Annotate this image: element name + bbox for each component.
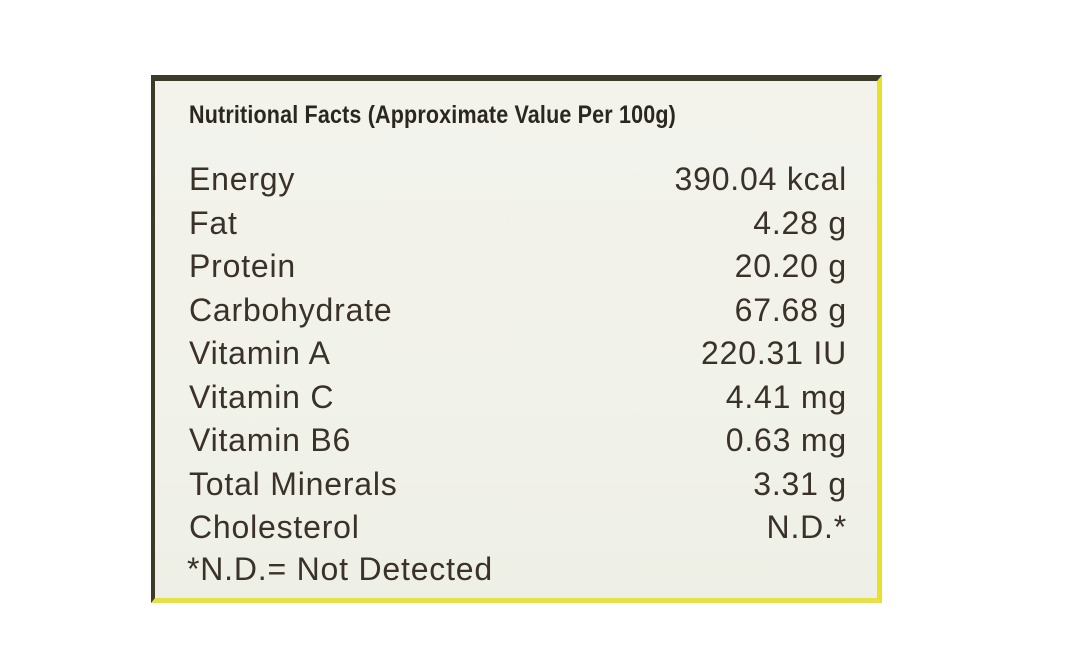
footnote: *N.D.= Not Detected — [187, 551, 493, 587]
nutrient-value: 0.63 mg — [725, 422, 847, 458]
nutrient-row: Vitamin A 220.31 IU — [189, 335, 847, 379]
nutrient-name: Vitamin B6 — [189, 422, 352, 458]
nutrient-row: Protein 20.20 g — [189, 248, 847, 292]
nutrient-name: Vitamin C — [189, 378, 335, 415]
nutrient-value: 4.41 mg — [725, 378, 847, 415]
nutrient-row: Carbohydrate 67.68 g — [189, 292, 847, 336]
nutrient-name: Protein — [189, 248, 296, 284]
nutrient-value: 20.20 g — [734, 248, 847, 284]
nutrient-row: Cholesterol N.D.* — [189, 509, 847, 553]
nutrient-name: Total Minerals — [189, 465, 398, 502]
nutrient-row: Total Minerals 3.31 g — [189, 466, 847, 510]
nutrient-row: Vitamin B6 0.63 mg — [189, 422, 847, 466]
nutrient-value: 4.28 g — [753, 204, 847, 241]
nutrient-name: Vitamin A — [189, 335, 331, 371]
nutrient-value: 390.04 kcal — [674, 161, 847, 197]
nutrient-value: N.D.* — [766, 509, 847, 545]
nutrient-value: 67.68 g — [734, 291, 847, 328]
nutrient-name: Cholesterol — [189, 509, 360, 545]
nutrient-value: 220.31 IU — [701, 335, 847, 371]
nutrient-row: Fat 4.28 g — [189, 205, 847, 249]
nutrition-label: Nutritional Facts (Approximate Value Per… — [151, 75, 882, 603]
nutrient-name: Carbohydrate — [189, 291, 393, 328]
label-title: Nutritional Facts (Approximate Value Per… — [189, 101, 677, 129]
nutrient-name: Energy — [189, 161, 296, 197]
nutrient-row: Vitamin C 4.41 mg — [189, 379, 847, 423]
nutrient-name: Fat — [189, 204, 238, 241]
nutrient-row: Energy 390.04 kcal — [189, 161, 847, 205]
nutrient-value: 3.31 g — [753, 465, 847, 502]
